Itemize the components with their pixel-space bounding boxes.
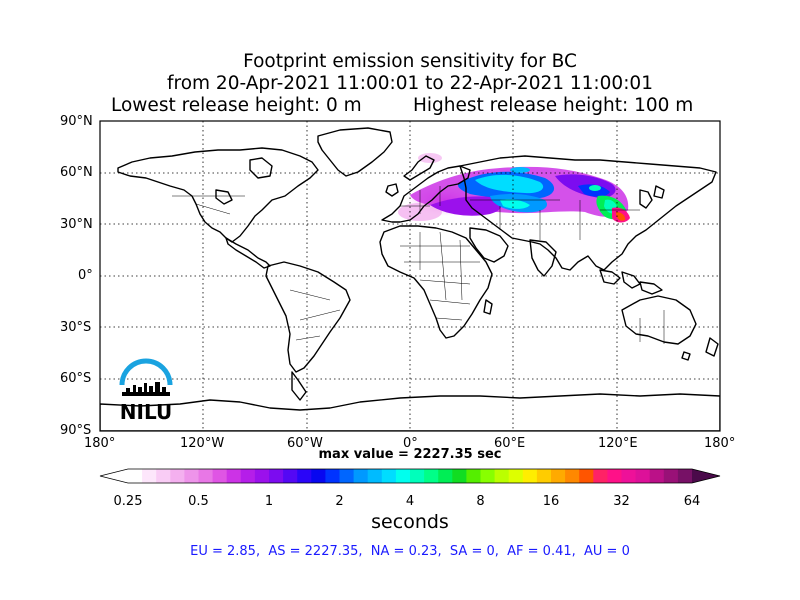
colorbar-tick-label: 64 (683, 494, 701, 509)
colorbar-swatch (142, 469, 157, 483)
colorbar-swatch (480, 469, 495, 483)
colorbar-swatch (424, 469, 439, 483)
colorbar-swatch (128, 469, 143, 483)
colorbar-swatch (184, 469, 199, 483)
colorbar-swatch (198, 469, 213, 483)
colorbar-swatch (283, 469, 298, 483)
lat-label-60n: 60°N (60, 165, 93, 180)
colorbar-swatch (170, 469, 185, 483)
lon-label-120w: 120°W (180, 436, 225, 451)
colorbar-swatch (325, 469, 340, 483)
nilu-logo-text: NILU (120, 400, 172, 424)
nilu-logo: NILU (119, 358, 173, 424)
colorbar-tick-label: 0.25 (113, 494, 143, 509)
colorbar (99, 468, 721, 484)
colorbar-tick-label: 4 (405, 494, 415, 509)
lat-label-30n: 30°N (60, 217, 93, 232)
colorbar-swatch (226, 469, 242, 483)
colorbar-swatch (593, 469, 608, 483)
colorbar-swatch (367, 469, 383, 483)
colorbar-swatch (649, 469, 665, 483)
colorbar-swatch (311, 469, 326, 483)
colorbar-swatch (663, 469, 679, 483)
colorbar-swatch (212, 469, 228, 483)
region-statistics: EU = 2.85, AS = 2227.35, NA = 0.23, SA =… (190, 544, 630, 559)
lon-label-60w: 60°W (287, 436, 323, 451)
colorbar-swatch (579, 469, 594, 483)
colorbar-tick-label: 32 (613, 494, 630, 509)
colorbar-under-triangle (100, 469, 128, 483)
max-value: max value = 2227.35 sec (318, 447, 502, 462)
colorbar-tick-label: 1 (264, 494, 274, 509)
colorbar-swatch (508, 469, 524, 483)
lat-label-60s: 60°S (60, 371, 92, 386)
colorbar-unit-label: seconds (371, 511, 449, 533)
lowest-release-height: Lowest release height: 0 m (111, 95, 362, 116)
colorbar-swatch (339, 469, 354, 483)
colorbar-swatch (353, 469, 369, 483)
colorbar-outline (99, 468, 721, 484)
colorbar-swatch (254, 469, 270, 483)
colorbar-swatch (522, 469, 538, 483)
title-line-1: Footprint emission sensitivity for BC (243, 51, 577, 72)
colorbar-swatch (565, 469, 580, 483)
footprint-plume (398, 153, 630, 223)
colorbar-swatch (297, 469, 312, 483)
colorbar-swatch (381, 469, 397, 483)
lon-label-120e: 120°E (598, 436, 638, 451)
colorbar-swatch (156, 469, 171, 483)
colorbar-swatch (635, 469, 651, 483)
colorbar-over-triangle (692, 469, 720, 483)
colorbar-swatch (494, 469, 510, 483)
coastlines (100, 127, 720, 431)
lon-label-0: 0° (403, 436, 418, 451)
colorbar-swatch (551, 469, 566, 483)
lat-label-90n: 90°N (60, 114, 93, 129)
colorbar-swatch (269, 469, 284, 483)
colorbar-tick-label: 16 (542, 494, 560, 509)
lat-label-0: 0° (78, 268, 93, 283)
colorbar-swatch (466, 469, 481, 483)
colorbar-swatch (452, 469, 467, 483)
colorbar-tick-label: 8 (476, 494, 485, 509)
colorbar-tick-label: 0.5 (188, 494, 209, 509)
country-borders (172, 186, 665, 344)
colorbar-swatch (438, 469, 453, 483)
colorbar-swatch (677, 469, 693, 483)
colorbar-swatch (410, 469, 425, 483)
colorbar-swatch (240, 469, 256, 483)
colorbar-swatch (607, 469, 622, 483)
colorbar-swatch (395, 469, 411, 483)
lon-label-60e: 60°E (494, 436, 526, 451)
lat-label-90s: 90°S (60, 423, 92, 438)
lon-label-180w: 180° (84, 436, 116, 451)
colorbar-swatch (536, 469, 552, 483)
map-border (99, 120, 721, 432)
lon-label-180e: 180° (704, 436, 736, 451)
colorbar-swatch (621, 469, 636, 483)
title-line-2: from 20-Apr-2021 11:00:01 to 22-Apr-2021… (167, 73, 653, 94)
lat-label-30s: 30°S (60, 320, 92, 335)
highest-release-height: Highest release height: 100 m (413, 95, 694, 116)
colorbar-tick-label: 2 (335, 494, 344, 509)
